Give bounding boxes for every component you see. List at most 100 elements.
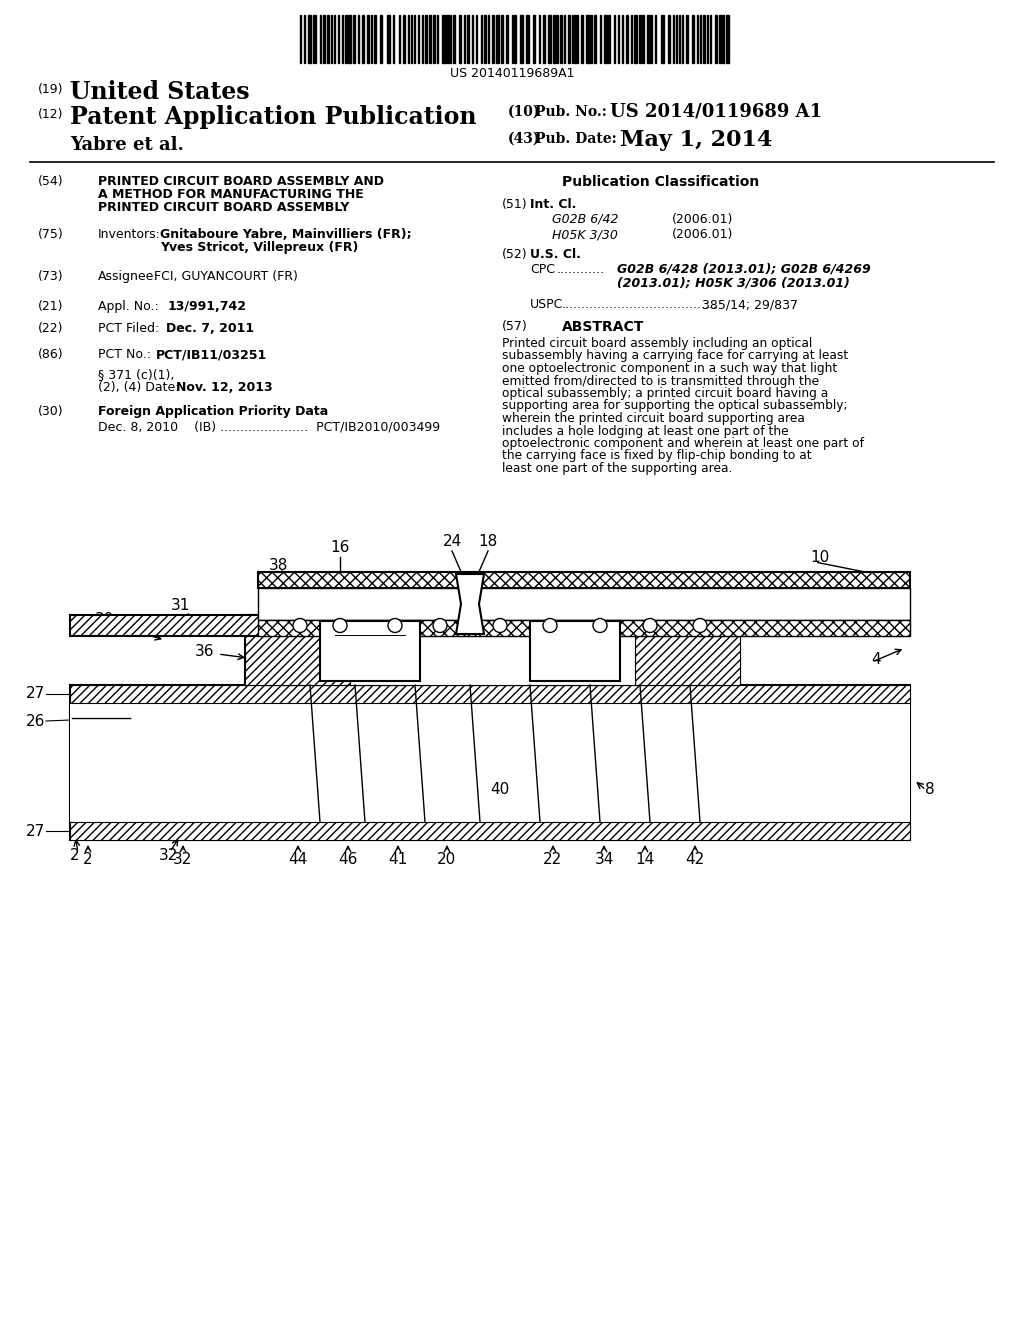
Text: 14: 14 [635,853,654,867]
Text: United States: United States [70,81,250,104]
Bar [568,15,570,63]
Text: 27: 27 [26,686,45,701]
Text: optical subassembly; a printed circuit board having a: optical subassembly; a printed circuit b… [502,387,828,400]
Text: (2), (4) Date:: (2), (4) Date: [98,381,179,393]
Circle shape [433,619,447,632]
Text: (73): (73) [38,271,63,282]
Circle shape [593,619,607,632]
Bar [634,15,637,63]
Bar [715,15,717,63]
Text: 27: 27 [26,824,45,838]
Bar [425,15,427,63]
Bar [548,15,551,63]
Bar [348,15,351,63]
Text: PCT Filed:: PCT Filed: [98,322,160,335]
Text: 24: 24 [442,535,462,549]
Text: 26: 26 [26,714,45,729]
Bar [574,15,575,63]
Text: 40: 40 [490,783,510,797]
Bar [446,15,449,63]
Text: .......................................: ....................................... [562,298,718,312]
Bar [496,15,499,63]
Circle shape [293,619,307,632]
Text: US 20140119689A1: US 20140119689A1 [450,67,574,81]
Text: (2006.01): (2006.01) [672,228,733,242]
Text: includes a hole lodging at least one part of the: includes a hole lodging at least one par… [502,425,788,437]
Bar [442,15,445,63]
Text: Foreign Application Priority Data: Foreign Application Priority Data [98,405,329,418]
Bar [387,15,390,63]
Bar [594,15,596,63]
Bar [608,15,610,63]
Bar [668,15,670,63]
Bar [590,15,592,63]
Bar [319,620,420,681]
Bar [703,15,705,63]
Bar [323,15,325,63]
Text: (22): (22) [38,322,63,335]
Bar [560,15,562,63]
Text: Assignee:: Assignee: [98,271,159,282]
Text: subassembly having a carrying face for carrying at least: subassembly having a carrying face for c… [502,350,848,363]
Bar [692,15,694,63]
Text: least one part of the supporting area.: least one part of the supporting area. [502,462,732,475]
Text: emitted from/directed to is transmitted through the: emitted from/directed to is transmitted … [502,375,819,388]
Bar [635,615,740,685]
Text: 2: 2 [83,853,93,867]
Text: § 371 (c)(1),: § 371 (c)(1), [98,368,174,381]
Text: wherein the printed circuit board supporting area: wherein the printed circuit board suppor… [502,412,805,425]
Text: A METHOD FOR MANUFACTURING THE: A METHOD FOR MANUFACTURING THE [98,187,364,201]
Bar [70,685,910,840]
Text: 12: 12 [836,578,855,594]
Text: 42: 42 [685,853,705,867]
Text: CPC: CPC [530,263,555,276]
Text: 30: 30 [95,612,115,627]
Bar [484,15,486,63]
Text: 2: 2 [71,847,80,862]
Text: 18: 18 [478,535,498,549]
Text: ABSTRACT: ABSTRACT [562,319,644,334]
Text: the carrying face is fixed by flip-chip bonding to at: the carrying face is fixed by flip-chip … [502,450,812,462]
Text: 22: 22 [544,853,562,867]
Text: (19): (19) [38,83,63,96]
Text: 46: 46 [338,853,357,867]
Text: 4: 4 [871,652,881,668]
Text: US 2014/0119689 A1: US 2014/0119689 A1 [610,103,822,121]
Bar [719,15,721,63]
Text: (2013.01); H05K 3/306 (2013.01): (2013.01); H05K 3/306 (2013.01) [617,276,850,289]
Bar [353,15,355,63]
Bar [506,15,508,63]
Bar [308,15,311,63]
Text: Yabre et al.: Yabre et al. [70,136,184,154]
Bar [70,822,910,840]
Bar [362,15,364,63]
Bar [258,572,910,587]
Bar [526,15,529,63]
Bar [520,15,523,63]
Text: ............: ............ [557,263,605,276]
Bar [530,620,620,681]
Text: Pub. No.:: Pub. No.: [535,106,607,119]
Bar [553,15,556,63]
Bar [70,615,910,636]
Bar [467,15,469,63]
Text: (75): (75) [38,228,63,242]
Text: U.S. Cl.: U.S. Cl. [530,248,581,261]
Text: 16: 16 [331,540,349,554]
Text: Dec. 8, 2010    (IB) ......................  PCT/IB2010/003499: Dec. 8, 2010 (IB) ......................… [98,420,440,433]
Bar [726,15,729,63]
Text: 32: 32 [159,847,178,862]
Bar [459,15,461,63]
Text: 31: 31 [170,598,189,612]
Bar [380,15,382,63]
Circle shape [693,619,707,632]
Bar [534,15,535,63]
Text: PCT/IB11/03251: PCT/IB11/03251 [156,348,267,360]
Bar [581,15,583,63]
Text: Int. Cl.: Int. Cl. [530,198,577,211]
Text: (30): (30) [38,405,63,418]
Text: PRINTED CIRCUIT BOARD ASSEMBLY AND: PRINTED CIRCUIT BOARD ASSEMBLY AND [98,176,384,187]
Bar [647,15,650,63]
Bar [639,15,641,63]
Text: Gnitaboure Yabre, Mainvilliers (FR);: Gnitaboure Yabre, Mainvilliers (FR); [160,228,412,242]
